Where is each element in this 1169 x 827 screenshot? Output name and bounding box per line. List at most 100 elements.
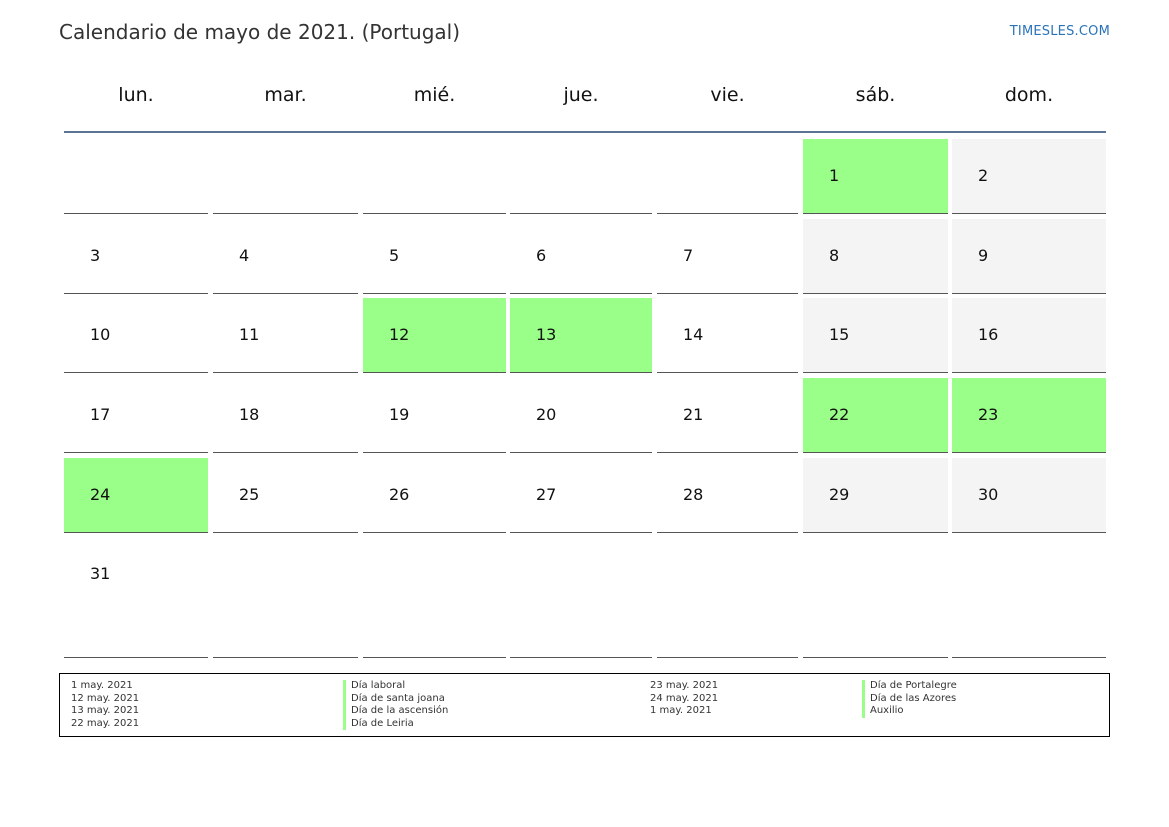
day-cell[interactable]: 23 <box>952 378 1106 453</box>
weekday-header: lun. mar. mié. jue. vie. sáb. dom. <box>64 84 1106 114</box>
day-number: 31 <box>90 564 111 583</box>
weekday-label: mar. <box>264 84 307 106</box>
day-cell[interactable]: 1 <box>803 139 948 214</box>
day-number: 8 <box>829 246 840 265</box>
empty-cell <box>213 538 358 658</box>
brand-link[interactable]: TIMESLES.COM <box>1009 24 1110 39</box>
day-number: 11 <box>239 325 260 344</box>
day-cell[interactable]: 11 <box>213 298 358 373</box>
day-number: 26 <box>389 485 410 504</box>
legend-right-names: Día de Portalegre Día de las Azores Auxili… <box>862 680 957 718</box>
day-number: 29 <box>829 485 850 504</box>
day-number: 3 <box>90 246 101 265</box>
day-number: 30 <box>978 485 999 504</box>
legend-date: 22 may. 2021 <box>71 717 140 729</box>
legend-holiday-name: Día de santa joana <box>343 692 448 705</box>
day-number: 18 <box>239 405 260 424</box>
day-cell[interactable]: 28 <box>657 458 798 533</box>
day-number: 23 <box>978 405 999 424</box>
day-number: 16 <box>978 325 999 344</box>
day-cell[interactable]: 25 <box>213 458 358 533</box>
weekday-label: sáb. <box>855 84 896 106</box>
day-cell[interactable]: 8 <box>803 219 948 294</box>
day-cell[interactable]: 20 <box>510 378 652 453</box>
legend-date: 24 may. 2021 <box>650 692 719 704</box>
legend-date: 13 may. 2021 <box>71 705 140 716</box>
legend-right-dates: 23 may. 2021 24 may. 2021 1 may. 2021 <box>650 680 718 718</box>
day-cell[interactable]: 16 <box>952 298 1106 373</box>
empty-cell <box>952 538 1106 658</box>
day-cell[interactable]: 10 <box>64 298 208 373</box>
legend-left-dates: 1 may. 2021 12 may. 2021 13 may. 2021 22 ma… <box>71 680 139 730</box>
day-number: 2 <box>978 166 989 185</box>
day-number: 24 <box>90 485 111 504</box>
day-number: 20 <box>536 405 557 424</box>
legend-holiday-name: Día de Portalegre <box>862 680 957 693</box>
day-cell[interactable]: 2 <box>952 139 1106 214</box>
empty-cell <box>510 139 652 214</box>
day-cell[interactable]: 17 <box>64 378 208 453</box>
legend-date: 23 may. 2021 <box>650 680 719 691</box>
day-cell[interactable]: 31 <box>64 538 208 658</box>
day-number: 27 <box>536 485 557 504</box>
weekday-label: dom. <box>1004 84 1054 106</box>
day-number: 14 <box>683 325 704 344</box>
day-number: 4 <box>239 246 250 265</box>
day-number: 15 <box>829 325 850 344</box>
empty-cell <box>363 538 506 658</box>
day-number: 22 <box>829 405 850 424</box>
day-cell[interactable]: 6 <box>510 219 652 294</box>
day-number: 21 <box>683 405 704 424</box>
day-cell[interactable]: 12 <box>363 298 506 373</box>
day-number: 13 <box>536 325 557 344</box>
legend-date: 12 may. 2021 <box>71 692 140 704</box>
day-cell[interactable]: 24 <box>64 458 208 533</box>
day-cell[interactable]: 21 <box>657 378 798 453</box>
day-cell[interactable]: 3 <box>64 219 208 294</box>
legend-holiday-name: Día de la ascensión <box>343 705 448 718</box>
weekday-label: jue. <box>563 84 599 106</box>
day-number: 12 <box>389 325 410 344</box>
day-number: 9 <box>978 246 989 265</box>
day-cell[interactable]: 22 <box>803 378 948 453</box>
header-divider <box>64 131 1106 133</box>
legend-holiday-name: Día de Leiria <box>343 717 448 730</box>
day-cell[interactable]: 26 <box>363 458 506 533</box>
day-cell[interactable]: 30 <box>952 458 1106 533</box>
day-cell[interactable]: 29 <box>803 458 948 533</box>
legend-holiday-name: Auxilio <box>862 705 957 718</box>
day-number: 5 <box>389 246 400 265</box>
day-number: 10 <box>90 325 111 344</box>
day-number: 17 <box>90 405 111 424</box>
empty-cell <box>803 538 948 658</box>
empty-cell <box>363 139 506 214</box>
weekday-label: mié. <box>413 84 456 106</box>
empty-cell <box>213 139 358 214</box>
day-cell[interactable]: 7 <box>657 219 798 294</box>
day-cell[interactable]: 18 <box>213 378 358 453</box>
legend-date: 1 may. 2021 <box>650 705 712 716</box>
legend-holiday-name: Día laboral <box>343 680 448 693</box>
day-cell[interactable]: 27 <box>510 458 652 533</box>
legend-left-names: Día laboral Día de santa joana Día de la a… <box>343 680 448 730</box>
day-number: 1 <box>829 166 840 185</box>
empty-cell <box>510 538 652 658</box>
holiday-legend: 1 may. 2021 12 may. 2021 13 may. 2021 22 ma… <box>59 673 1110 737</box>
day-cell[interactable]: 9 <box>952 219 1106 294</box>
day-cell[interactable]: 15 <box>803 298 948 373</box>
day-cell[interactable]: 5 <box>363 219 506 294</box>
weekday-label: lun. <box>118 84 154 106</box>
empty-cell <box>64 139 208 214</box>
weekday-label: vie. <box>710 84 745 106</box>
day-number: 6 <box>536 246 547 265</box>
empty-cell <box>657 538 798 658</box>
day-cell[interactable]: 4 <box>213 219 358 294</box>
page-title: Calendario de mayo de 2021. (Portugal) <box>59 20 461 44</box>
day-cell[interactable]: 14 <box>657 298 798 373</box>
day-cell[interactable]: 13 <box>510 298 652 373</box>
day-number: 25 <box>239 485 260 504</box>
legend-holiday-name: Día de las Azores <box>862 692 957 705</box>
day-number: 28 <box>683 485 704 504</box>
day-cell[interactable]: 19 <box>363 378 506 453</box>
empty-cell <box>657 139 798 214</box>
